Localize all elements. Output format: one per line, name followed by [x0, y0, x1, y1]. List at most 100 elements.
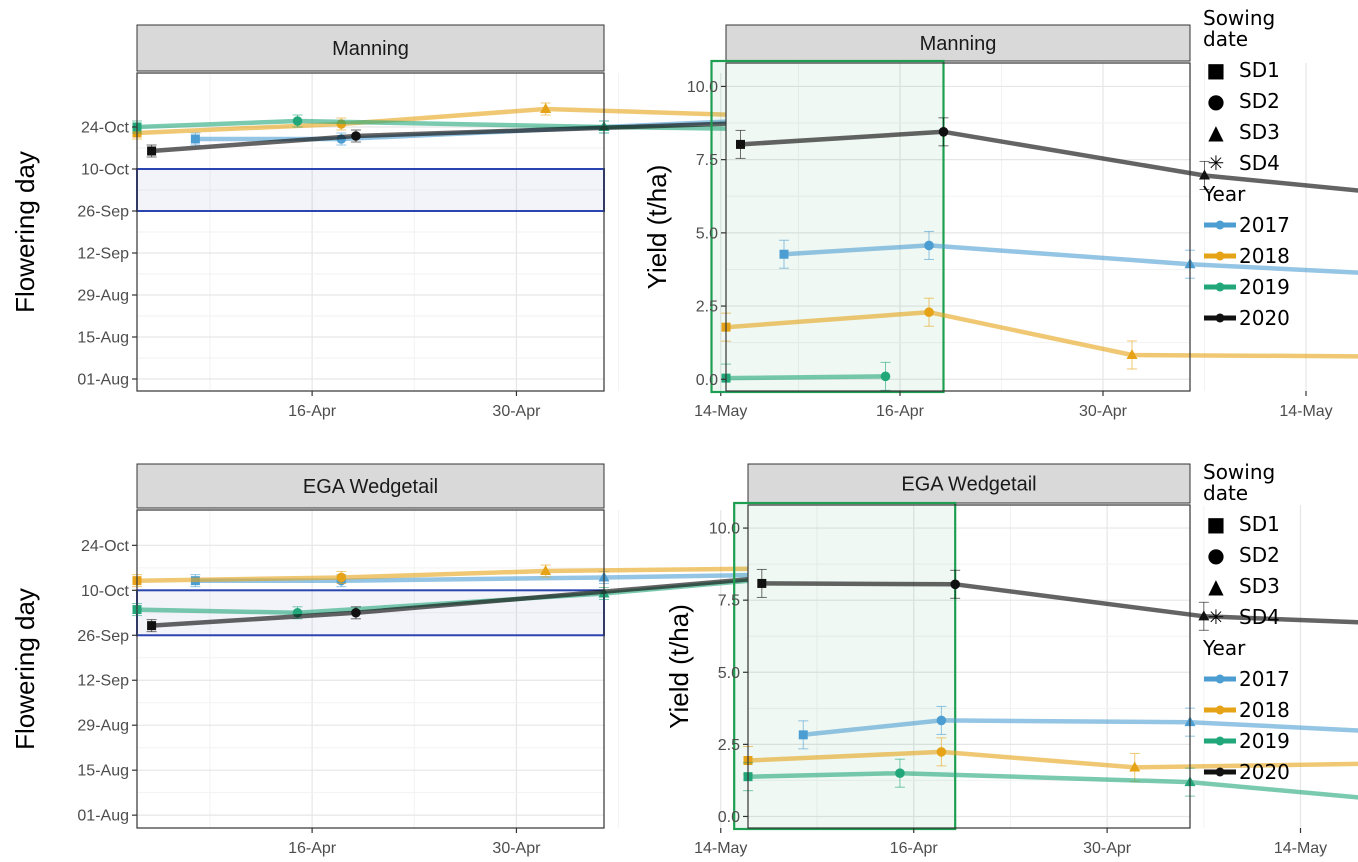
y-tick-label: 12-Sep: [77, 246, 129, 263]
y-tick-label: 5.0: [696, 225, 718, 242]
x-tick-label: 16-Apr: [890, 840, 939, 857]
legend-label-2020: 2020: [1239, 759, 1290, 784]
legend-label-2020: 2020: [1239, 305, 1290, 330]
panel-title: Manning: [332, 38, 409, 60]
y-axis-label: Flowering day: [10, 151, 40, 313]
panel-border: [747, 504, 1191, 829]
square-icon: ■: [1206, 511, 1226, 536]
series-line-2020: [761, 581, 1358, 625]
y-tick-label: 7.5: [718, 593, 740, 610]
y-tick-label: 2.5: [718, 737, 740, 754]
series-line-2018: [725, 309, 1358, 359]
legend-label-2017: 2017: [1239, 212, 1290, 237]
y-tick-label: 01-Aug: [77, 808, 129, 825]
legend-item-sd2: ● SD2: [1203, 85, 1293, 116]
y-tick-label: 5.0: [718, 665, 740, 682]
panel-border: [136, 509, 605, 829]
x-tick-label: 14-May: [1274, 840, 1327, 857]
x-tick-label: 14-May: [694, 403, 747, 420]
data-point-2020-SD3: [1198, 610, 1210, 621]
y-tick-label: 2.5: [696, 299, 718, 316]
y-tick-label: 12-Sep: [77, 673, 129, 690]
legend-item-sd1: ■ SD1: [1203, 54, 1293, 85]
plot-background: [726, 63, 1190, 391]
legend-item-sd3: ▲ SD3: [1203, 116, 1293, 147]
y-tick-label: 10.0: [687, 79, 718, 96]
chart-panel-4: EGA Wedgetail 16-Apr 30-Apr 14-May 0.0 2.5 5.0…: [664, 463, 1358, 857]
legend-item-sd2: ● SD2: [1203, 539, 1293, 570]
legend-item-2019: 2019: [1203, 725, 1293, 756]
x-tick-label: 16-Apr: [288, 403, 337, 420]
panel-strip: [725, 24, 1191, 62]
y-tick-label: 29-Aug: [77, 288, 129, 305]
legend-item-sd1: ■ SD1: [1203, 508, 1293, 539]
y-tick-label: 15-Aug: [77, 330, 129, 347]
legend-label-sd3: SD3: [1239, 119, 1280, 144]
legend-label-sd4: SD4: [1239, 604, 1280, 629]
data-point-2018-SD2: [936, 747, 947, 757]
data-point-2017-SD1: [779, 249, 789, 259]
highlight-band: [136, 168, 605, 212]
data-point-2017-SD2: [936, 715, 947, 726]
line-swatch-icon: [1204, 220, 1236, 229]
data-point-2018-SD2: [924, 307, 934, 318]
data-point-2018-SD3: [540, 565, 552, 576]
data-point-2017-SD1: [798, 730, 808, 740]
line-swatch-icon: [1204, 313, 1236, 322]
legend-item-2020: 2020: [1203, 302, 1293, 333]
panel-strip: [747, 463, 1191, 504]
y-tick-label: 0.0: [696, 372, 718, 389]
legend-item-2020: 2020: [1203, 756, 1293, 787]
plot-background: [137, 510, 604, 828]
data-point-2017-SD2: [924, 240, 934, 251]
series-line-2019: [747, 770, 1358, 800]
data-point-2020-SD1: [147, 146, 157, 156]
asterisk-icon: ✳: [1207, 604, 1225, 629]
data-point-2020-SD2: [950, 579, 960, 590]
highlight-band: [710, 59, 945, 394]
y-tick-label: 0.0: [718, 809, 740, 826]
data-point-2019-SD2: [895, 768, 905, 779]
panel-title: EGA Wedgetail: [303, 476, 438, 498]
data-point-2018-SD3: [540, 103, 552, 113]
data-point-2020-SD1: [757, 578, 767, 588]
x-tick-label: 16-Apr: [876, 403, 925, 420]
y-tick-label: 29-Aug: [77, 718, 129, 735]
legend-label-sd2: SD2: [1239, 542, 1280, 567]
y-tick-label: 15-Aug: [77, 763, 129, 780]
x-tick-label: 30-Apr: [1083, 840, 1132, 857]
y-tick-label: 7.5: [696, 152, 718, 169]
legend-label-2017: 2017: [1239, 666, 1290, 691]
legend-item-sd3: ▲ SD3: [1203, 570, 1293, 601]
line-swatch-icon: [1204, 705, 1236, 714]
series-line-2018: [136, 565, 838, 583]
x-tick-label: 30-Apr: [492, 840, 541, 857]
series-line-2019: [136, 118, 823, 133]
data-point-2017-SD1: [190, 134, 200, 144]
data-point-2020-SD3: [1199, 169, 1210, 180]
panel-title: Manning: [920, 33, 997, 55]
y-tick-label: 26-Sep: [77, 204, 129, 221]
data-point-2020-SD1: [147, 621, 157, 631]
x-tick-label: 30-Apr: [492, 403, 541, 420]
legend-label-2019: 2019: [1239, 728, 1290, 753]
legend-item-2017: 2017: [1203, 663, 1293, 694]
legend-label-sd2: SD2: [1239, 88, 1280, 113]
panel-strip: [136, 24, 605, 72]
legend-item-sd4: ✳ SD4: [1203, 147, 1293, 178]
x-tick-label: 16-Apr: [288, 840, 337, 857]
y-tick-label: 10.0: [709, 521, 740, 538]
panel-border: [136, 72, 605, 392]
y-tick-label: 26-Sep: [77, 628, 129, 645]
legend-label-2018: 2018: [1239, 697, 1290, 722]
line-swatch-icon: [1204, 282, 1236, 291]
legend-item-2018: 2018: [1203, 694, 1293, 725]
legend-label-sd1: SD1: [1239, 57, 1280, 82]
legend-item-2017: 2017: [1203, 209, 1293, 240]
line-swatch-icon: [1204, 674, 1236, 683]
data-point-2018-SD3: [1129, 761, 1141, 772]
panel-border: [725, 62, 1191, 392]
data-point-2019-SD2: [292, 116, 303, 126]
data-point-2020-SD2: [351, 607, 361, 618]
